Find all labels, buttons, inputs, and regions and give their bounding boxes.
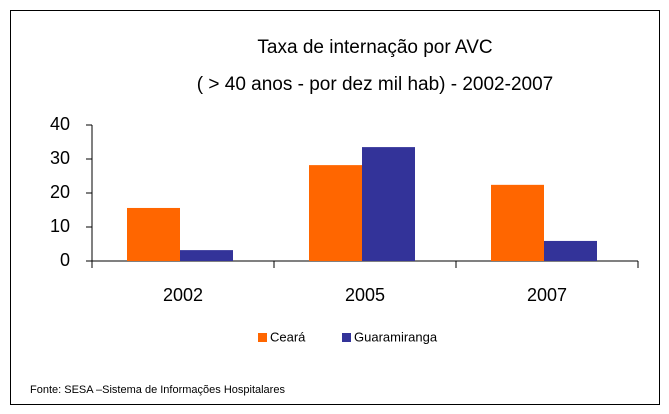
y-tick-label: 10: [50, 216, 70, 236]
bar: [309, 165, 362, 261]
x-tick-label: 2007: [527, 285, 567, 305]
x-tick-label: 2005: [345, 285, 385, 305]
x-tick-label: 2002: [163, 285, 203, 305]
legend-label: Ceará: [270, 329, 306, 344]
y-tick-label: 0: [60, 250, 70, 270]
bar: [491, 184, 544, 261]
legend-swatch: [342, 333, 351, 342]
bar: [362, 147, 415, 261]
source-note: Fonte: SESA –Sistema de Informações Hosp…: [30, 384, 285, 396]
y-tick-label: 20: [50, 182, 70, 202]
y-tick-label: 40: [50, 114, 70, 134]
chart-title: Taxa de internação por AVC: [257, 37, 492, 58]
bar: [180, 250, 233, 261]
y-tick-label: 30: [50, 148, 70, 168]
legend-swatch: [258, 333, 267, 342]
bar: [127, 207, 180, 261]
bar: [544, 240, 597, 261]
chart-subtitle: ( > 40 anos - por dez mil hab) - 2002-20…: [197, 74, 553, 95]
legend-label: Guaramiranga: [354, 329, 438, 344]
